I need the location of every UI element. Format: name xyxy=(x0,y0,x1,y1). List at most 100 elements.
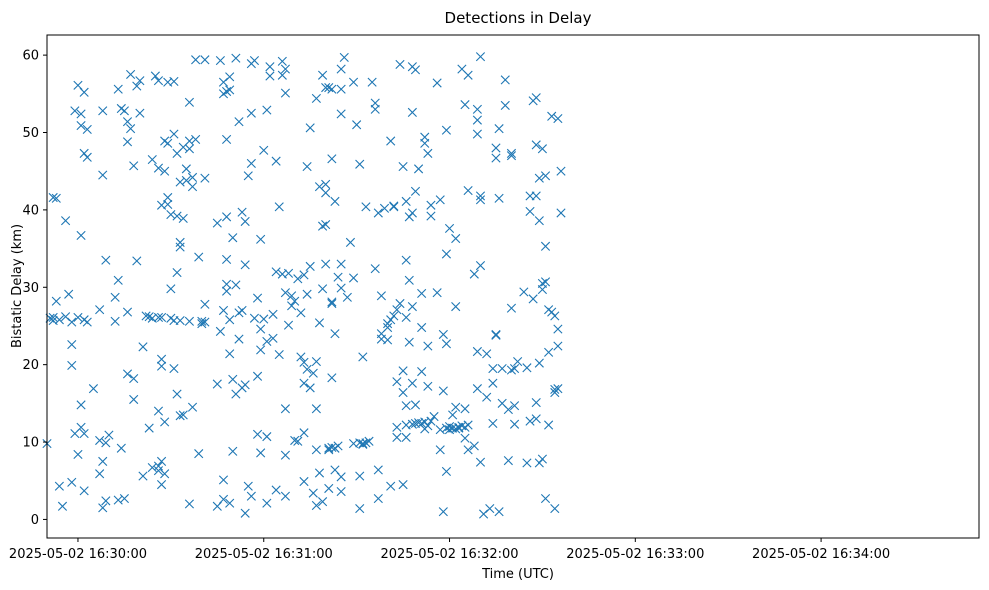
y-tick-label: 30 xyxy=(22,281,39,296)
data-point xyxy=(187,172,198,182)
data-point xyxy=(556,166,566,176)
data-point xyxy=(389,311,399,321)
data-point xyxy=(401,432,411,442)
data-point xyxy=(553,384,563,394)
data-point xyxy=(73,312,83,323)
data-point xyxy=(475,52,486,62)
data-point xyxy=(221,279,232,289)
data-point xyxy=(417,322,427,333)
data-point xyxy=(132,81,142,91)
data-point xyxy=(212,218,222,228)
data-point xyxy=(472,115,482,125)
data-point xyxy=(293,274,303,284)
data-point xyxy=(262,336,272,347)
data-point xyxy=(122,137,133,147)
data-point xyxy=(348,77,359,87)
data-point xyxy=(122,117,133,127)
data-point xyxy=(265,62,275,72)
data-point xyxy=(506,365,517,375)
data-point xyxy=(311,445,321,455)
y-tick-label: 20 xyxy=(22,358,39,373)
data-point xyxy=(79,87,89,97)
data-point xyxy=(147,462,157,473)
data-point xyxy=(398,387,408,398)
data-point xyxy=(187,402,198,412)
data-point xyxy=(311,500,321,511)
data-point xyxy=(494,507,504,517)
data-point xyxy=(221,286,232,296)
data-point xyxy=(274,202,284,212)
data-point xyxy=(401,312,411,323)
data-point xyxy=(311,356,321,367)
data-point xyxy=(420,132,430,142)
data-point xyxy=(104,430,114,440)
data-point xyxy=(153,466,164,476)
data-point xyxy=(82,124,92,134)
data-point xyxy=(299,378,309,388)
data-point xyxy=(129,373,139,384)
y-axis: 0 10 20 30 40 50 60 xyxy=(22,49,47,528)
data-point xyxy=(67,317,77,327)
data-point xyxy=(175,177,185,187)
data-point xyxy=(212,379,222,389)
data-point xyxy=(277,70,287,80)
data-point xyxy=(113,84,123,94)
data-point xyxy=(76,400,86,410)
data-point xyxy=(240,508,250,518)
data-point xyxy=(429,411,439,422)
data-point xyxy=(57,501,68,511)
data-point xyxy=(98,170,108,180)
data-point xyxy=(534,216,544,226)
data-point xyxy=(122,307,133,317)
data-point xyxy=(178,410,188,420)
data-point xyxy=(95,435,105,446)
data-point xyxy=(460,404,470,414)
data-point xyxy=(144,312,154,322)
data-point xyxy=(410,65,421,75)
data-point xyxy=(550,384,560,395)
data-point xyxy=(172,267,182,278)
data-point xyxy=(540,493,551,504)
data-point xyxy=(113,495,123,505)
data-point xyxy=(299,476,309,487)
data-point xyxy=(225,315,235,325)
data-point xyxy=(150,71,160,81)
data-point xyxy=(407,378,417,388)
data-point xyxy=(252,293,263,303)
data-point xyxy=(392,422,402,432)
data-point xyxy=(184,499,195,509)
data-point xyxy=(522,458,532,468)
data-point xyxy=(423,341,433,351)
data-point xyxy=(194,449,204,459)
data-point xyxy=(423,148,433,158)
data-point xyxy=(376,291,386,301)
data-point xyxy=(225,498,235,508)
data-point xyxy=(194,252,204,262)
data-point xyxy=(367,77,377,87)
data-point xyxy=(525,416,535,426)
data-point xyxy=(401,196,411,206)
data-point xyxy=(460,433,470,443)
data-point xyxy=(169,363,179,374)
data-point xyxy=(556,208,566,218)
data-point xyxy=(370,264,380,274)
data-point xyxy=(231,280,241,290)
data-point xyxy=(544,420,554,430)
data-point xyxy=(488,378,498,388)
data-point xyxy=(82,152,92,162)
data-point xyxy=(314,318,325,328)
data-point xyxy=(321,259,331,269)
data-point xyxy=(333,441,343,451)
data-point xyxy=(547,111,557,121)
data-point xyxy=(355,471,365,481)
data-point xyxy=(379,203,390,213)
x-tick-label: 2025-05-02 16:31:00 xyxy=(195,547,333,562)
data-point xyxy=(101,496,111,506)
data-point xyxy=(317,221,328,231)
data-point xyxy=(215,55,225,66)
data-point xyxy=(147,155,157,165)
data-point xyxy=(200,317,210,327)
x-axis: 2025-05-02 16:30:00 2025-05-02 16:31:00 20… xyxy=(9,538,890,562)
data-point xyxy=(401,401,411,411)
data-point xyxy=(500,75,510,85)
